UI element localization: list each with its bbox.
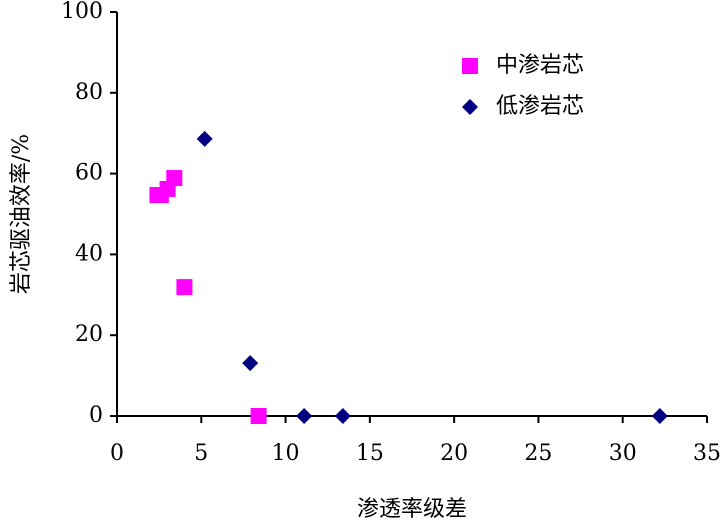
x-tick-label: 10 <box>272 441 300 466</box>
y-axis-label: 岩芯驱油效率/% <box>9 134 34 294</box>
point <box>196 130 213 147</box>
x-tick-label: 15 <box>356 441 384 466</box>
point <box>334 408 351 424</box>
y-tick-label: 100 <box>61 0 103 24</box>
legend-label: 低渗岩芯 <box>496 94 584 119</box>
legend-marker <box>462 99 478 115</box>
point <box>176 279 193 296</box>
x-tick-label: 0 <box>110 441 124 466</box>
point <box>296 408 313 424</box>
point <box>250 408 267 424</box>
point <box>242 355 259 372</box>
legend-label: 中渗岩芯 <box>496 53 584 78</box>
point <box>651 408 668 424</box>
point <box>166 170 183 187</box>
legend-marker <box>462 58 478 74</box>
x-tick-label: 25 <box>524 441 552 466</box>
y-tick-label: 60 <box>75 161 103 186</box>
y-tick-label: 80 <box>75 80 103 105</box>
x-tick-label: 35 <box>693 441 721 466</box>
y-tick-label: 0 <box>89 403 103 428</box>
y-tick-label: 20 <box>75 322 103 347</box>
x-tick-label: 20 <box>440 441 468 466</box>
x-tick-label: 5 <box>194 441 208 466</box>
x-tick-label: 30 <box>609 441 637 466</box>
y-tick-label: 40 <box>75 241 103 266</box>
x-axis-label: 渗透率级差 <box>357 497 467 522</box>
